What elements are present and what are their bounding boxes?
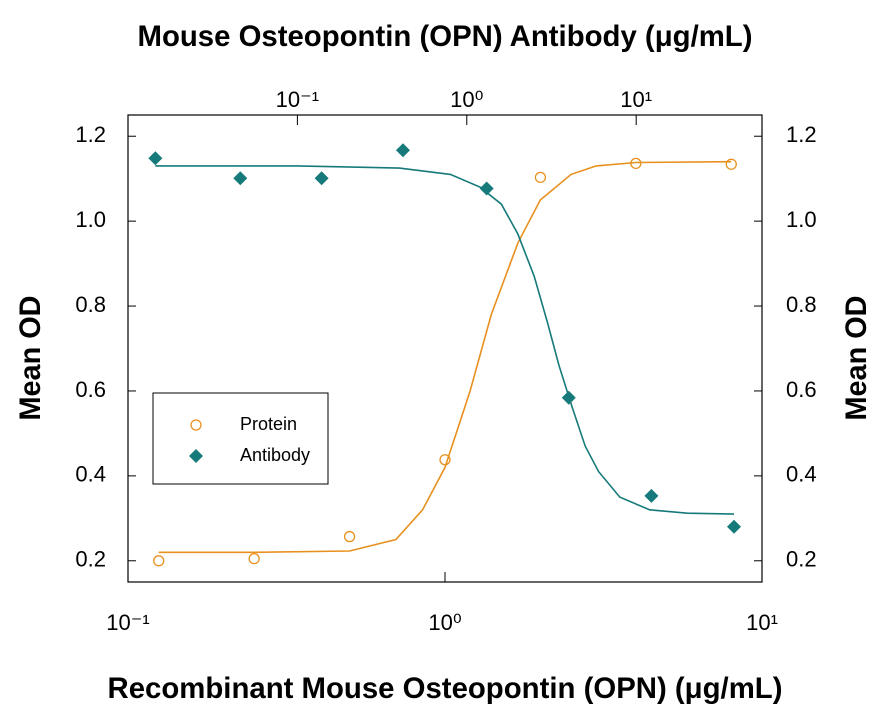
x2-tick-label: 10⁰ (450, 87, 483, 112)
y2-tick-label: 1.0 (786, 207, 817, 232)
y2-tick-label: 0.2 (786, 547, 817, 572)
data-point (561, 390, 576, 405)
y-tick-label: 0.8 (75, 292, 106, 317)
y2-tick-label: 0.6 (786, 377, 817, 402)
x-tick-label: 10⁻¹ (106, 610, 149, 635)
x-tick-label: 10⁰ (428, 610, 461, 635)
data-point (439, 454, 451, 466)
data-point (534, 171, 547, 184)
x-tick-label: 10¹ (746, 610, 778, 635)
y-tick-label: 1.2 (75, 122, 106, 147)
y-tick-label: 0.6 (75, 377, 106, 402)
data-point (630, 157, 642, 170)
data-point (395, 143, 410, 158)
data-point (314, 171, 329, 186)
data-point (725, 158, 737, 170)
legend-marker (189, 449, 203, 463)
y-tick-label: 0.2 (75, 547, 106, 572)
legend-box (152, 392, 329, 485)
y2-tick-label: 0.8 (786, 292, 817, 317)
data-point (727, 519, 742, 534)
y-axis-title: Mean OD (14, 296, 47, 421)
x2-tick-label: 10⁻¹ (276, 87, 319, 112)
y2-axis-title: Mean OD (840, 296, 873, 421)
x2-tick-label: 10¹ (620, 87, 652, 112)
fit-curve (155, 165, 735, 515)
fit-curve (158, 160, 732, 554)
bottom-axis-title: Recombinant Mouse Osteopontin (OPN) (μg/… (108, 672, 783, 705)
top-axis-title: Mouse Osteopontin (OPN) Antibody (μg/mL) (138, 20, 753, 53)
data-point (233, 171, 248, 186)
y2-tick-label: 0.4 (786, 462, 817, 487)
y-tick-label: 0.4 (75, 462, 106, 487)
legend-marker (190, 419, 202, 431)
legend-label: Antibody (240, 445, 310, 465)
y2-tick-label: 1.2 (786, 122, 817, 147)
data-point (248, 553, 260, 565)
data-point (479, 181, 494, 196)
data-point (343, 530, 356, 543)
data-point (153, 555, 165, 567)
legend-label: Protein (240, 414, 297, 434)
y-tick-label: 1.0 (75, 207, 106, 232)
data-point (148, 151, 163, 166)
data-point (644, 488, 659, 503)
